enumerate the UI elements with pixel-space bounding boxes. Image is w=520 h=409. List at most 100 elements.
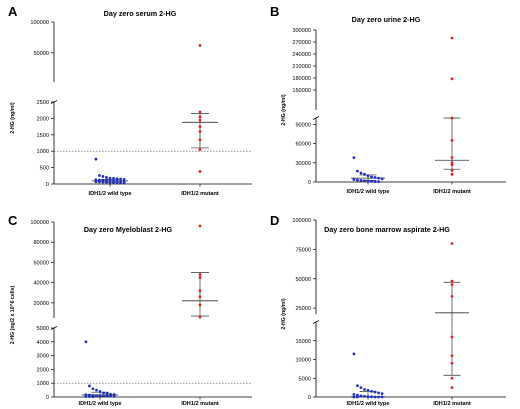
data-point: [450, 283, 454, 287]
data-point: [95, 388, 98, 392]
data-point: [359, 179, 363, 182]
y-tick-label: 180000: [292, 76, 311, 82]
data-point: [84, 395, 88, 398]
x-category-label: IDH1/2 wild type: [79, 401, 122, 407]
data-point: [98, 394, 102, 398]
y-tick-label: 50000: [295, 277, 311, 283]
data-point: [373, 176, 377, 179]
y-tick-label: 0: [46, 395, 49, 401]
data-point: [450, 156, 454, 160]
data-point: [450, 169, 454, 172]
data-point: [373, 390, 377, 394]
chart-title: Day zero Myeloblast 2-HG: [84, 225, 173, 234]
data-point: [370, 395, 373, 399]
data-point: [450, 163, 454, 167]
data-point: [88, 395, 91, 398]
data-point: [450, 335, 454, 339]
panel-label: C: [8, 213, 18, 228]
data-point: [359, 386, 363, 390]
data-point: [198, 170, 202, 173]
y-tick-label: 5000: [299, 376, 311, 382]
data-point: [105, 180, 108, 184]
y-tick-label: 1500: [37, 133, 49, 139]
data-point: [105, 392, 109, 395]
data-point: [450, 139, 454, 142]
y-tick-label: 3000: [37, 354, 49, 360]
data-point: [450, 36, 454, 40]
y-tick-label: 210000: [292, 64, 311, 70]
data-point: [366, 179, 370, 183]
data-point: [98, 180, 101, 184]
y-tick-label: 2500: [37, 100, 49, 106]
x-category-label: IDH1/2 mutant: [433, 189, 471, 195]
data-point: [101, 175, 105, 178]
data-point: [450, 172, 454, 176]
y-tick-label: 2000: [37, 367, 49, 373]
data-point: [112, 181, 115, 184]
data-point: [450, 77, 454, 81]
data-point: [91, 387, 95, 391]
y-tick-label: 2000: [37, 116, 49, 122]
data-point: [198, 224, 202, 228]
data-point: [198, 276, 202, 279]
data-point: [119, 177, 122, 181]
data-point: [198, 125, 202, 128]
y-tick-label: 60000: [33, 260, 49, 266]
y-tick-label: 0: [308, 395, 311, 401]
data-point: [356, 384, 359, 388]
data-point: [380, 177, 384, 181]
panels-layer: A Day zero serum 2-HG 2-HG (ng/ml) 0 500 1000…: [8, 4, 506, 407]
y-tick-label: 60000: [295, 142, 311, 148]
chart-title: Day zero bone marrow aspirate 2-HG: [324, 225, 450, 234]
y-tick-label: 40000: [33, 281, 49, 287]
data-point: [102, 394, 105, 398]
data-point: [370, 389, 373, 393]
y-tick-label: 4000: [37, 340, 49, 346]
data-point: [373, 180, 377, 183]
data-point: [356, 395, 359, 399]
y-tick-label: 500: [40, 166, 49, 172]
data-point: [363, 172, 366, 176]
data-point: [380, 395, 384, 399]
data-point: [102, 391, 105, 395]
data-point: [112, 177, 115, 180]
data-point: [356, 169, 359, 173]
data-point: [105, 394, 109, 398]
data-point: [94, 157, 98, 161]
chart-panel-d: D Day zero bone marrow aspirate 2-HG 2-HG …: [270, 213, 506, 407]
x-category-label: IDH1/2 mutant: [433, 401, 471, 407]
data-point: [198, 43, 202, 47]
data-point: [366, 395, 370, 399]
y-tick-label: 10000: [295, 358, 311, 364]
y-tick-label: 270000: [292, 40, 311, 46]
data-point: [370, 175, 373, 179]
data-point: [352, 395, 356, 399]
data-point: [356, 178, 359, 182]
data-point: [366, 174, 370, 178]
y-tick-label: 75000: [295, 247, 311, 253]
data-point: [370, 179, 373, 183]
axis-break-mark: [312, 116, 320, 120]
data-point: [198, 315, 202, 319]
data-point: [122, 181, 126, 185]
data-point: [352, 352, 356, 356]
y-tick-label: 100000: [292, 218, 311, 224]
data-point: [377, 176, 380, 180]
data-point: [198, 289, 202, 293]
chart-panel-c: C Day zero Myeloblast 2-HG 2-HG (ng/2 x 10…: [8, 213, 252, 407]
data-point: [363, 394, 366, 398]
y-tick-label: 15000: [295, 339, 311, 345]
data-point: [363, 179, 366, 183]
data-point: [198, 118, 202, 122]
data-point: [366, 388, 370, 392]
data-point: [450, 161, 454, 165]
x-category-label: IDH1/2 mutant: [181, 191, 219, 197]
y-tick-label: 100000: [30, 220, 49, 226]
panel-label: D: [270, 213, 279, 228]
chart-title: Day zero serum 2-HG: [104, 9, 177, 18]
x-category-label: IDH1/2 wild type: [347, 401, 390, 407]
data-point: [94, 180, 98, 184]
y-tick-label: 0: [308, 180, 311, 186]
data-point: [122, 178, 126, 181]
